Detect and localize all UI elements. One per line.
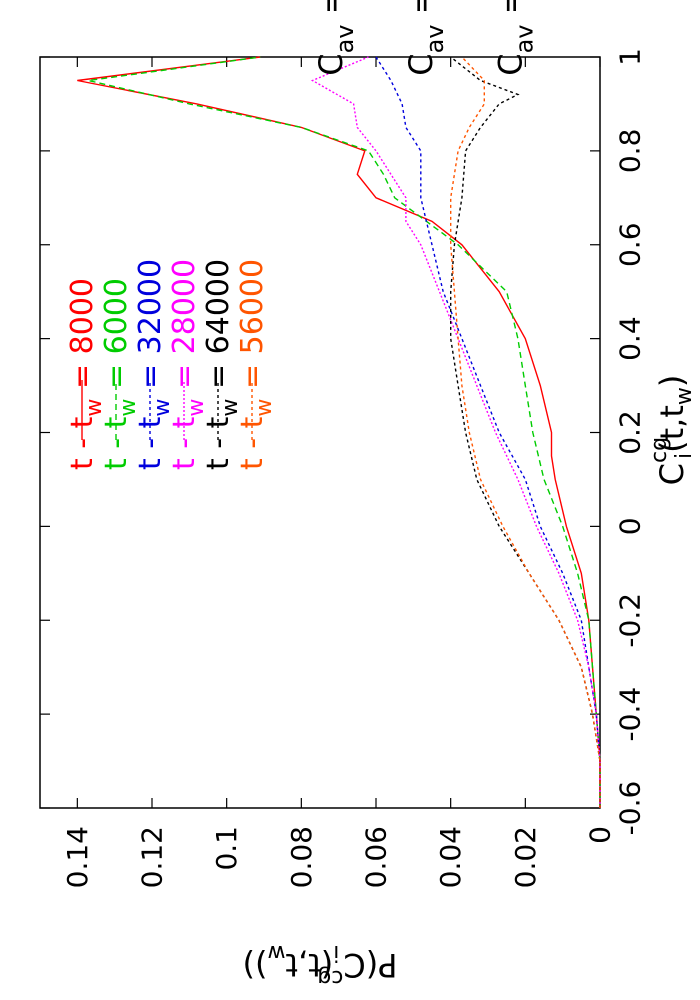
x-tick-label-0: -0.6	[614, 781, 647, 836]
y-tick-label-4: 0.08	[285, 826, 318, 888]
series-line-1	[88, 56, 601, 808]
y-axis-title: P(Ccgi(t,tw))	[242, 940, 397, 990]
y-tick-label-0: 0	[584, 826, 617, 844]
series-line-4	[450, 56, 601, 808]
x-tick-label-8: 1	[614, 48, 647, 66]
y-tick-label-1: 0.02	[509, 826, 542, 888]
y-tick-label-6: 0.12	[136, 826, 169, 888]
series-line-2	[375, 56, 601, 808]
y-tick-label-3: 0.06	[360, 826, 393, 888]
legend-label-5: t - tw = 56000	[235, 259, 278, 470]
x-tick-label-3: 0	[614, 517, 647, 535]
series-line-5	[450, 56, 601, 808]
x-tick-label-7: 0.8	[614, 129, 647, 174]
legend-label-2: t - tw = 32000	[133, 259, 176, 470]
series-line-3	[310, 56, 601, 808]
legend-label-3: t - tw = 28000	[167, 259, 210, 470]
x-tick-label-4: 0.2	[614, 410, 647, 455]
x-tick-label-1: -0.4	[614, 687, 647, 742]
x-tick-label-6: 0.6	[614, 222, 647, 267]
x-tick-label-5: 0.4	[614, 316, 647, 361]
plot-area: -0.6 -0.4 -0.2 0 0.2 0.4 0.6 0.8 1 0 0.02 0.04 0.06 0…	[39, 0, 697, 990]
x-axis-title: Ccgi(t,tw)	[647, 375, 697, 486]
y-tick-label-5: 0.1	[210, 826, 243, 871]
y-tick-label-2: 0.04	[434, 826, 467, 888]
y-tick-label-7: 0.14	[61, 826, 94, 888]
x-tick-label-2: -0.2	[614, 593, 647, 648]
cav-annotation-1: Cav = 0.60	[402, 0, 449, 76]
cav-annotation-0: Cav = 0.75	[312, 0, 359, 76]
cav-annotation-2: Cav = 0.45	[491, 0, 538, 76]
